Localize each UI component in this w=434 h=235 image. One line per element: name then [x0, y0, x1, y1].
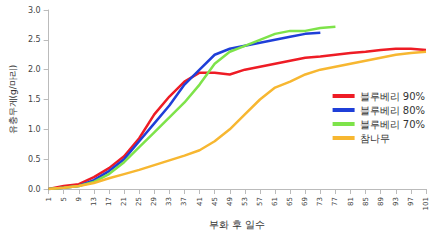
- svg-text:2.0: 2.0: [28, 65, 41, 74]
- svg-text:3.0: 3.0: [28, 6, 41, 15]
- svg-text:81: 81: [347, 197, 355, 206]
- svg-text:45: 45: [211, 197, 219, 206]
- svg-text:2.5: 2.5: [28, 35, 41, 44]
- svg-text:57: 57: [256, 197, 264, 206]
- svg-text:69: 69: [301, 197, 309, 206]
- svg-text:블루베리 80%: 블루베리 80%: [360, 105, 425, 116]
- svg-text:53: 53: [241, 197, 249, 206]
- svg-text:89: 89: [377, 197, 385, 206]
- svg-text:9: 9: [75, 197, 83, 201]
- svg-text:37: 37: [180, 197, 188, 206]
- svg-text:1: 1: [45, 197, 53, 201]
- svg-text:101: 101: [422, 197, 430, 210]
- svg-text:85: 85: [362, 197, 370, 206]
- svg-text:25: 25: [135, 197, 143, 206]
- svg-text:0.5: 0.5: [28, 155, 41, 164]
- svg-text:0.0: 0.0: [28, 185, 41, 194]
- svg-text:49: 49: [226, 197, 234, 206]
- svg-text:유충무게(g/마리): 유충무게(g/마리): [8, 65, 18, 135]
- svg-text:97: 97: [407, 197, 415, 206]
- svg-text:블루베리 90%: 블루베리 90%: [360, 91, 425, 102]
- svg-text:21: 21: [120, 197, 128, 206]
- svg-text:65: 65: [286, 197, 294, 206]
- svg-text:93: 93: [392, 197, 400, 206]
- svg-text:1.0: 1.0: [28, 125, 41, 134]
- svg-text:13: 13: [90, 197, 98, 206]
- svg-text:5: 5: [60, 197, 68, 201]
- svg-text:29: 29: [150, 197, 158, 206]
- svg-text:73: 73: [316, 197, 324, 206]
- svg-text:41: 41: [196, 197, 204, 206]
- svg-text:61: 61: [271, 197, 279, 206]
- svg-text:33: 33: [165, 197, 173, 206]
- svg-text:77: 77: [331, 197, 339, 206]
- svg-text:블루베리 70%: 블루베리 70%: [360, 119, 425, 130]
- svg-text:참나무: 참나무: [360, 133, 390, 144]
- svg-text:부화 후 일수: 부화 후 일수: [209, 219, 265, 230]
- svg-text:17: 17: [105, 197, 113, 206]
- svg-text:1.5: 1.5: [28, 95, 41, 104]
